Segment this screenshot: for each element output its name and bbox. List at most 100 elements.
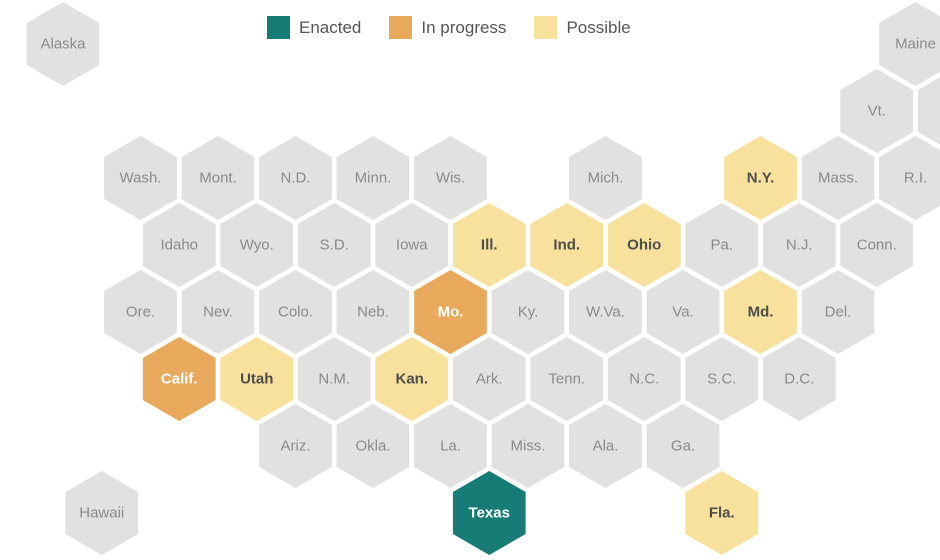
state-label-n-c: N.C. — [629, 371, 659, 388]
state-hex-okla — [336, 404, 410, 488]
state-hex-vt — [840, 69, 914, 153]
legend-label-in-progress: In progress — [421, 17, 507, 37]
state-tile-r-i: R.I. — [879, 136, 940, 220]
state-hex-idaho — [142, 203, 216, 287]
legend-label-enacted: Enacted — [299, 17, 362, 37]
state-tile-del: Del. — [801, 270, 875, 354]
state-tile-ariz: Ariz. — [259, 404, 332, 488]
state-label-ariz: Ariz. — [281, 438, 311, 455]
state-label-kan: Kan. — [395, 371, 428, 388]
legend-swatch-in-progress — [389, 16, 413, 39]
state-hex-maine — [879, 2, 940, 86]
state-hex-conn — [840, 203, 914, 287]
state-label-mass: Mass. — [818, 170, 858, 187]
state-label-hawaii: Hawaii — [79, 505, 124, 522]
state-hex-la — [414, 404, 487, 488]
state-hex-r-i — [879, 136, 940, 220]
state-label-utah: Utah — [240, 371, 273, 388]
state-tile-vt: Vt. — [840, 69, 914, 153]
state-hex-kan — [375, 337, 449, 421]
state-hex-md — [724, 270, 797, 354]
state-hex-miss — [491, 404, 565, 488]
state-tile-okla: Okla. — [336, 404, 410, 488]
state-label-conn: Conn. — [857, 237, 897, 254]
state-hex-mich — [569, 136, 642, 220]
state-hex-ohio — [607, 203, 681, 287]
state-tile-ark: Ark. — [452, 337, 526, 421]
state-tile-pa: Pa. — [685, 203, 759, 287]
state-label-iowa: Iowa — [396, 237, 428, 254]
state-tile-iowa: Iowa — [375, 203, 449, 287]
state-label-alaska: Alaska — [40, 36, 86, 53]
state-hex-ala — [569, 404, 642, 488]
legend-item-enacted: Enacted — [267, 16, 361, 39]
state-hex-fla — [685, 471, 759, 555]
state-label-la: La. — [440, 438, 461, 455]
state-tile-n-y: N.Y. — [724, 136, 797, 220]
state-tile-ky: Ky. — [491, 270, 565, 354]
state-label-idaho: Idaho — [160, 237, 198, 254]
state-hex-ind — [530, 203, 604, 287]
state-tile-md: Md. — [724, 270, 797, 354]
state-label-ark: Ark. — [476, 371, 503, 388]
state-tile-ga: Ga. — [646, 404, 720, 488]
state-tile-alaska: Alaska — [26, 2, 100, 86]
state-hex-colo — [259, 270, 332, 354]
state-hex-va — [646, 270, 720, 354]
state-tile-w-va: W.Va. — [569, 270, 642, 354]
state-label-ill: Ill. — [481, 237, 498, 254]
state-hex-hawaii — [65, 471, 139, 555]
state-hex-s-c — [685, 337, 759, 421]
state-hex-n-h — [917, 77, 940, 145]
state-tile-s-d: S.D. — [297, 203, 371, 287]
state-label-pa: Pa. — [710, 237, 733, 254]
state-hex-n-j — [762, 203, 836, 287]
state-label-mont: Mont. — [199, 170, 237, 187]
state-label-d-c: D.C. — [784, 371, 814, 388]
legend-item-in-progress: In progress — [389, 16, 506, 39]
state-tile-la: La. — [414, 404, 487, 488]
state-tile-ill: Ill. — [452, 203, 526, 287]
state-label-s-c: S.C. — [707, 371, 736, 388]
state-tile-miss: Miss. — [491, 404, 565, 488]
state-label-ky: Ky. — [518, 304, 539, 321]
state-label-wis: Wis. — [436, 170, 465, 187]
state-hex-alaska — [26, 2, 100, 86]
state-label-n-m: N.M. — [318, 371, 350, 388]
state-label-n-y: N.Y. — [747, 170, 775, 187]
state-hex-n-c — [607, 337, 681, 421]
state-label-md: Md. — [748, 304, 774, 321]
state-label-ala: Ala. — [593, 438, 619, 455]
state-tile-s-c: S.C. — [685, 337, 759, 421]
state-tile-ala: Ala. — [569, 404, 642, 488]
state-hex-w-va — [569, 270, 642, 354]
state-tile-hawaii: Hawaii — [65, 471, 139, 555]
state-label-wyo: Wyo. — [240, 237, 274, 254]
state-tile-mich: Mich. — [569, 136, 642, 220]
legend-swatch-enacted — [267, 16, 290, 39]
state-hex-nev — [181, 270, 255, 354]
state-hex-n-m — [297, 337, 371, 421]
state-label-n-j: N.J. — [786, 237, 813, 254]
state-tile-fla: Fla. — [685, 471, 759, 555]
state-hex-del — [801, 270, 875, 354]
state-tile-ind: Ind. — [530, 203, 604, 287]
state-label-texas: Texas — [469, 505, 510, 522]
state-label-nev: Nev. — [203, 304, 233, 321]
state-tile-n-j: N.J. — [762, 203, 836, 287]
state-label-vt: Vt. — [868, 103, 886, 120]
state-tile-calif: Calif. — [142, 337, 216, 421]
state-label-tenn: Tenn. — [548, 371, 585, 388]
state-hex-minn — [336, 136, 410, 220]
state-label-ohio: Ohio — [627, 237, 661, 254]
state-tile-ohio: Ohio — [607, 203, 681, 287]
state-tile-idaho: Idaho — [142, 203, 216, 287]
state-tile-maine: Maine — [879, 2, 940, 86]
state-tile-minn: Minn. — [336, 136, 410, 220]
state-hex-wash — [104, 136, 177, 220]
state-tile-ore: Ore. — [104, 270, 177, 354]
state-tile-nev: Nev. — [181, 270, 255, 354]
state-tile-texas: Texas — [452, 471, 526, 555]
state-tile-d-c: D.C. — [762, 337, 836, 421]
